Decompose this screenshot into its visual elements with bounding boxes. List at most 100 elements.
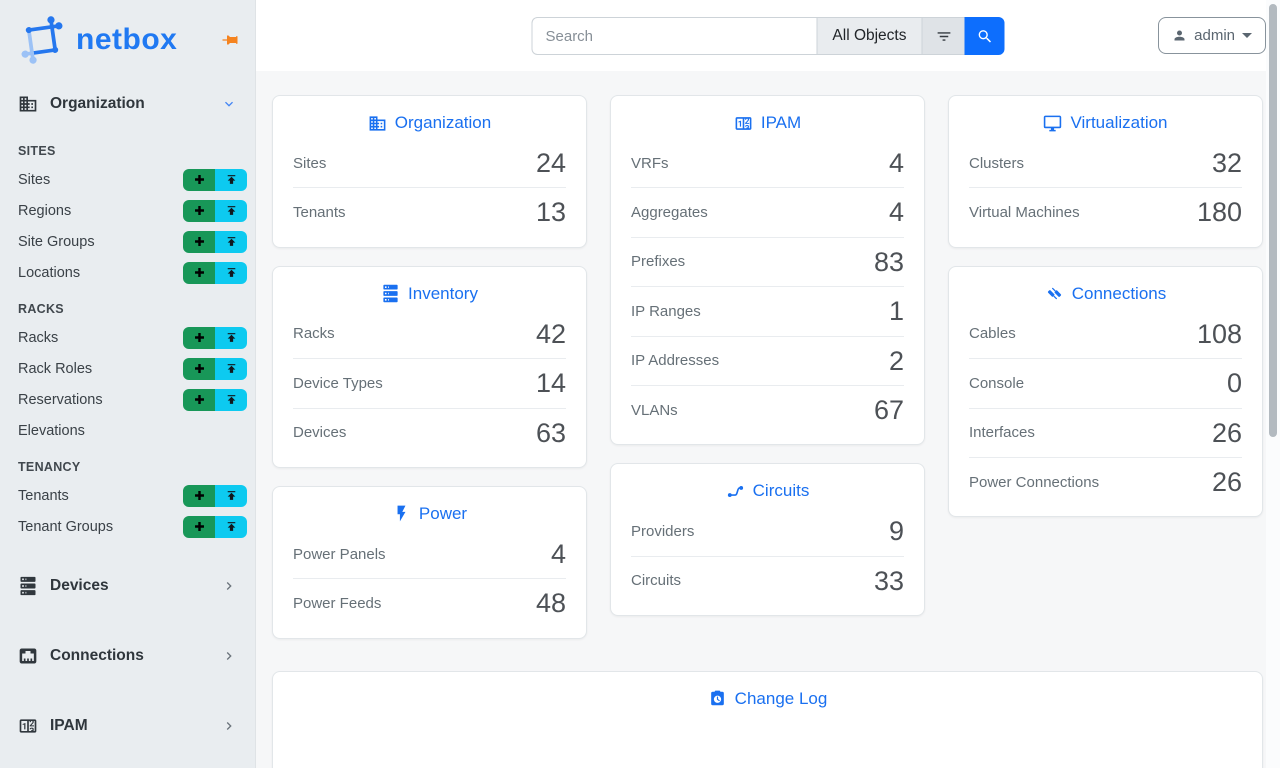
stat-value[interactable]: 0 xyxy=(1226,368,1242,399)
sidebar-item-reservations[interactable]: Reservations xyxy=(0,384,255,415)
stat-value[interactable]: 24 xyxy=(535,148,566,178)
filter-icon xyxy=(935,28,952,45)
stat-value[interactable]: 26 xyxy=(1211,466,1242,497)
sidebar-item-connections[interactable]: Connections xyxy=(8,639,247,673)
sidebar-item-racks[interactable]: Racks xyxy=(0,322,255,353)
stat-row: Power Feeds 48 xyxy=(293,578,566,627)
add-button[interactable] xyxy=(183,230,215,253)
stat-row: Circuits 33 xyxy=(631,555,904,605)
stat-row: Virtual Machines 180 xyxy=(969,187,1242,236)
import-button[interactable] xyxy=(215,199,247,222)
stat-value[interactable]: 13 xyxy=(535,197,566,228)
stat-value[interactable]: 4 xyxy=(550,538,566,569)
stat-value[interactable]: 32 xyxy=(1211,148,1242,178)
card-organization-title[interactable]: Organization xyxy=(293,109,566,139)
stat-row: Interfaces 26 xyxy=(969,407,1242,457)
ethernet-icon xyxy=(18,646,38,666)
import-button[interactable] xyxy=(215,484,247,507)
sidebar-item-sites[interactable]: Sites xyxy=(0,164,255,195)
stat-value[interactable]: 4 xyxy=(888,197,904,228)
counter-icon xyxy=(18,716,38,736)
sidebar-item-tenants[interactable]: Tenants xyxy=(0,480,255,511)
stat-value[interactable]: 83 xyxy=(873,246,904,277)
stat-value[interactable]: 180 xyxy=(1196,197,1242,228)
search-button[interactable] xyxy=(964,17,1005,55)
scrollbar-thumb[interactable] xyxy=(1269,4,1277,437)
stat-value[interactable]: 1 xyxy=(888,296,904,327)
stat-row: Console 0 xyxy=(969,358,1242,407)
card-ipam-title[interactable]: IPAM xyxy=(631,109,904,139)
stat-value[interactable]: 14 xyxy=(535,368,566,399)
stat-value[interactable]: 2 xyxy=(888,345,904,376)
search-filter-button[interactable] xyxy=(921,17,965,55)
brand-name[interactable]: netbox xyxy=(76,22,178,56)
stat-value[interactable]: 9 xyxy=(888,516,904,547)
stat-value[interactable]: 48 xyxy=(535,588,566,619)
import-button[interactable] xyxy=(215,168,247,191)
sidebar-item-locations[interactable]: Locations xyxy=(0,257,255,288)
stat-row: Power Panels 4 xyxy=(293,538,566,569)
server-icon xyxy=(18,576,38,596)
user-menu-button[interactable]: admin xyxy=(1158,17,1266,54)
sidebar-item-ipam[interactable]: IPAM xyxy=(8,709,247,743)
sidebar-item-regions[interactable]: Regions xyxy=(0,195,255,226)
card-change-log-title[interactable]: Change Log xyxy=(293,685,1242,715)
sidebar-item-devices[interactable]: Devices xyxy=(8,569,247,603)
import-button[interactable] xyxy=(215,261,247,284)
caret-down-icon xyxy=(1242,33,1252,38)
sidebar-pin-icon[interactable] xyxy=(219,29,241,51)
search-scope-dropdown[interactable]: All Objects xyxy=(816,17,922,55)
counter-icon xyxy=(734,114,753,133)
stat-row: IP Ranges 1 xyxy=(631,286,904,335)
stat-row: IP Addresses 2 xyxy=(631,335,904,385)
add-button[interactable] xyxy=(183,168,215,191)
stat-value[interactable]: 108 xyxy=(1196,318,1242,349)
card-ipam: IPAM VRFs 4 Aggregates 4 Prefixes 83 IP Ran… xyxy=(610,95,925,446)
add-button[interactable] xyxy=(183,357,215,380)
import-button[interactable] xyxy=(215,230,247,253)
stat-row: Racks 42 xyxy=(293,318,566,349)
clipboard-clock-icon xyxy=(708,689,727,708)
import-button[interactable] xyxy=(215,388,247,411)
stat-value[interactable]: 67 xyxy=(873,394,904,425)
stat-value[interactable]: 4 xyxy=(888,148,904,178)
add-button[interactable] xyxy=(183,388,215,411)
stat-value[interactable]: 42 xyxy=(535,318,566,349)
stat-row: Sites 24 xyxy=(293,148,566,178)
chevron-down-icon xyxy=(221,96,237,112)
stat-row: Device Types 14 xyxy=(293,358,566,407)
stat-row: Clusters 32 xyxy=(969,148,1242,178)
search-input[interactable] xyxy=(531,17,817,55)
sidebar-group-racks: RACKS xyxy=(18,302,64,316)
stat-row: VRFs 4 xyxy=(631,148,904,178)
add-button[interactable] xyxy=(183,484,215,507)
netbox-logo-icon[interactable] xyxy=(14,12,70,68)
stat-row: Prefixes 83 xyxy=(631,236,904,286)
card-inventory-title[interactable]: Inventory xyxy=(293,280,566,310)
global-search: All Objects xyxy=(531,17,1005,55)
stat-row: Tenants 13 xyxy=(293,187,566,236)
import-button[interactable] xyxy=(215,357,247,380)
sidebar-item-organization[interactable]: Organization xyxy=(8,87,247,121)
card-circuits-title[interactable]: Circuits xyxy=(631,477,904,507)
add-button[interactable] xyxy=(183,515,215,538)
stat-value[interactable]: 33 xyxy=(873,565,904,596)
import-button[interactable] xyxy=(215,515,247,538)
stat-value[interactable]: 26 xyxy=(1211,417,1242,448)
sidebar-item-tenant-groups[interactable]: Tenant Groups xyxy=(0,511,255,542)
stat-row: Providers 9 xyxy=(631,516,904,547)
card-virtualization-title[interactable]: Virtualization xyxy=(969,109,1242,139)
card-inventory: Inventory Racks 42 Device Types 14 Devices… xyxy=(272,265,587,468)
stat-row: Devices 63 xyxy=(293,407,566,457)
sidebar-item-elevations[interactable]: Elevations xyxy=(18,422,85,439)
add-button[interactable] xyxy=(183,199,215,222)
card-power-title[interactable]: Power xyxy=(293,500,566,530)
add-button[interactable] xyxy=(183,326,215,349)
stat-value[interactable]: 63 xyxy=(535,417,566,448)
import-button[interactable] xyxy=(215,326,247,349)
add-button[interactable] xyxy=(183,261,215,284)
sidebar-item-site-groups[interactable]: Site Groups xyxy=(0,226,255,257)
sidebar-item-rack-roles[interactable]: Rack Roles xyxy=(0,353,255,384)
card-connections-title[interactable]: Connections xyxy=(969,280,1242,310)
cables-icon xyxy=(1045,284,1064,303)
